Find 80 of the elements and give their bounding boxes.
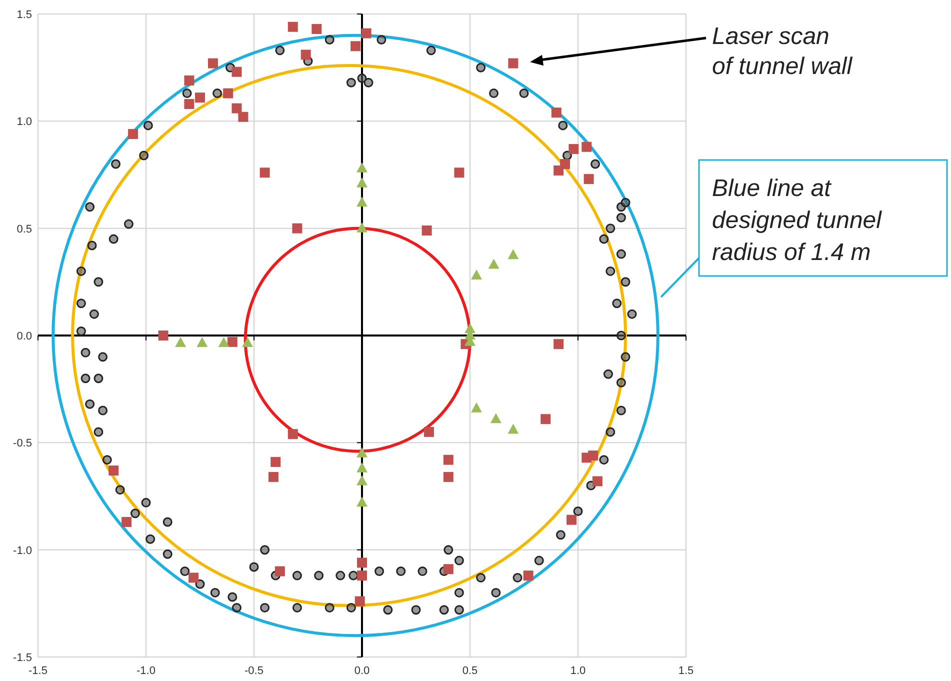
point: [454, 168, 464, 178]
x-tick-label: 1.0: [570, 665, 586, 677]
point: [312, 24, 322, 34]
x-tick-label: 0.5: [462, 665, 478, 677]
point: [551, 108, 562, 118]
point: [443, 564, 454, 574]
point: [554, 339, 564, 350]
point: [356, 222, 368, 232]
point: [260, 168, 270, 178]
point: [158, 330, 168, 340]
point: [268, 472, 278, 482]
point: [356, 462, 368, 472]
x-tick-label: -0.5: [244, 665, 264, 677]
point: [488, 258, 500, 269]
point: [592, 476, 602, 486]
point: [361, 28, 372, 38]
point: [238, 112, 248, 122]
y-tick-label: 1.0: [16, 116, 32, 128]
point: [508, 424, 519, 434]
point: [108, 466, 119, 476]
y-tick-label: -1.5: [13, 652, 32, 664]
y-tick-label: 0.5: [16, 223, 32, 236]
point: [443, 454, 454, 465]
point: [588, 450, 598, 461]
point: [218, 337, 230, 347]
point: [584, 174, 594, 184]
point: [274, 566, 285, 576]
x-tick-label: -1.0: [136, 665, 156, 677]
point: [540, 414, 551, 424]
point: [300, 50, 311, 60]
x-tick-label: -1.5: [28, 665, 48, 677]
point: [357, 570, 367, 581]
point: [356, 496, 368, 507]
point: [122, 516, 132, 527]
point: [184, 75, 194, 86]
y-tick-label: -0.5: [13, 438, 32, 450]
point: [292, 223, 302, 234]
point: [560, 159, 570, 170]
point: [128, 129, 138, 140]
point: [196, 337, 208, 347]
point: [354, 596, 365, 606]
point: [508, 58, 518, 68]
point: [288, 22, 298, 32]
point: [356, 162, 368, 172]
point: [508, 249, 519, 260]
point: [424, 426, 434, 437]
point: [232, 103, 242, 114]
text: Blue line at designed tunnel radius of 1.4 m: [712, 175, 882, 266]
point: [422, 225, 432, 236]
point: [356, 447, 368, 458]
point: [195, 92, 205, 103]
point: [188, 572, 199, 583]
point: [470, 269, 482, 280]
point: [350, 41, 361, 52]
point: [270, 456, 281, 467]
point: [227, 336, 238, 347]
point: [568, 144, 579, 154]
point: [357, 558, 367, 568]
point: [208, 58, 218, 68]
point: [242, 337, 254, 347]
point: [582, 142, 592, 152]
y-tick-label: 1.5: [16, 9, 32, 21]
point: [443, 472, 454, 482]
point: [184, 99, 194, 110]
x-tick-label: 1.5: [678, 665, 694, 677]
point: [470, 402, 482, 412]
point: [566, 514, 577, 525]
y-tick-label: 0.0: [16, 330, 32, 342]
point: [175, 337, 186, 347]
point: [223, 88, 234, 98]
point: [232, 66, 242, 77]
point: [356, 196, 368, 207]
point: [490, 413, 502, 424]
point: [356, 177, 368, 188]
text: Laser scan of tunnel wall: [712, 23, 853, 80]
point: [288, 429, 298, 440]
y-tick-label: -1.0: [13, 544, 32, 557]
x-tick-label: 0.0: [354, 665, 370, 677]
point: [356, 475, 368, 486]
point: [523, 570, 534, 581]
